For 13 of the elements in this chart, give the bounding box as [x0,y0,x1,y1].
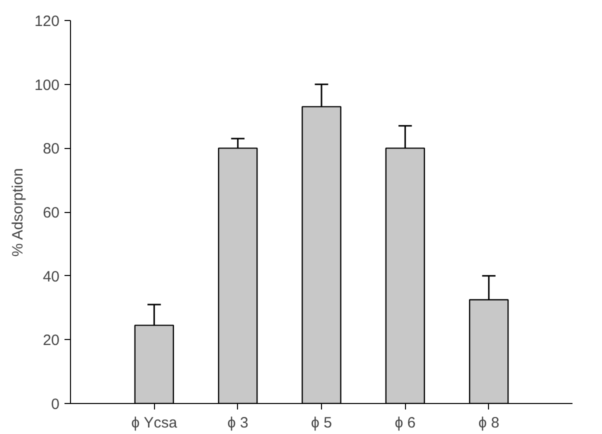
x-tick-label: ϕ Ycsa [131,414,178,432]
y-tick-label: 80 [42,140,60,158]
y-tick-label: 20 [42,332,60,350]
y-tick-label: 0 [51,396,60,413]
y-tick-label: 120 [34,13,60,30]
x-tick-label: ϕ 8 [478,414,500,432]
y-tick-label: 40 [42,268,60,286]
y-tick-label: 60 [42,204,60,222]
y-tick-label: 100 [34,76,60,94]
y-axis-title: % Adsorption [9,168,26,257]
x-tick-label: ϕ 5 [311,414,332,432]
x-tick-label: ϕ 6 [394,414,416,432]
x-tick-label: ϕ 3 [227,414,248,432]
